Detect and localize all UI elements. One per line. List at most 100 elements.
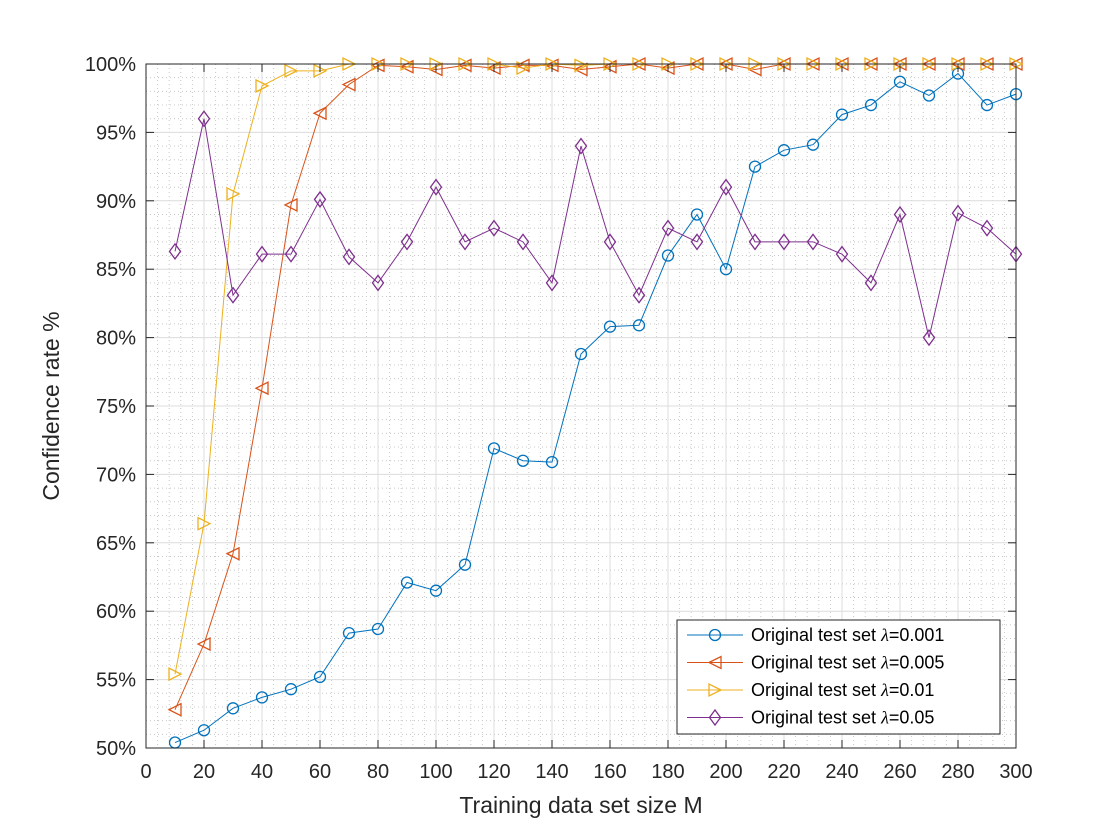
data-point [516,233,530,251]
data-point [284,63,299,78]
data-point [371,274,385,292]
data-point [690,208,704,221]
x-tick-label: 300 [999,761,1032,783]
data-point [168,242,182,261]
y-tick-label: 75% [96,396,136,418]
data-point [313,670,327,684]
y-axis-label: Confidence rate % [38,311,64,500]
y-tick-label: 50% [96,738,136,760]
data-point [487,442,501,455]
data-point [661,219,675,237]
data-point [603,233,617,251]
data-point [400,576,414,589]
data-point [197,110,211,128]
y-tick-label: 60% [96,601,136,623]
legend-label-prefix: Original test set [751,625,881,645]
x-tick-label: 40 [251,761,273,783]
data-point [226,702,240,715]
data-point [255,691,269,704]
legend-label-prefix: Original test set [751,653,881,673]
data-point [255,78,270,93]
data-point [342,248,356,266]
x-tick-label: 260 [883,761,916,783]
ticks [145,63,1017,749]
data-point [719,263,733,276]
data-point [835,245,849,263]
data-point [806,138,820,151]
data-point [458,558,472,571]
legend-label-suffix: =0.01 [889,680,935,700]
data-point [864,98,878,112]
x-tick-label: 200 [709,761,742,783]
x-tick-label: 80 [367,761,389,783]
data-point [458,233,472,251]
data-point [284,245,298,263]
data-point [573,62,588,77]
minor-grid [146,64,1016,748]
data-point [661,249,675,262]
data-point [487,219,501,237]
legend-entry: Original test set λ=0.005 [687,653,944,673]
y-tick-label: 85% [96,259,136,281]
data-point [603,320,617,333]
legend-entry: Original test set λ=0.05 [687,708,934,728]
data-point [893,205,907,224]
data-point [283,197,298,212]
series-4 [168,110,1023,347]
x-tick-label: 160 [593,761,626,783]
y-tick-label: 90% [96,191,136,213]
data-point [690,233,704,251]
data-point [197,516,212,531]
data-point [168,667,183,682]
data-point [574,347,588,361]
y-tick-labels: 50% 55% 60% 65% 70% 75% 80% 85% 90% 95% 100% [85,54,136,760]
legend-marker [708,708,722,727]
data-point [516,454,530,467]
data-point [574,58,589,73]
x-tick-label: 120 [477,761,510,783]
data-point [574,137,588,155]
data-point [632,319,646,332]
data-point [312,106,327,121]
x-tick-label: 20 [193,761,215,783]
data-point [545,455,559,469]
legend-label-suffix: =0.005 [889,653,945,673]
data-point [342,626,356,640]
data-point [341,77,356,92]
series-line [174,118,1017,338]
data-point [371,622,385,636]
data-point [313,190,327,209]
data-point [922,89,936,102]
y-tick-label: 55% [96,670,136,692]
legend-label-symbol: λ [880,653,889,673]
y-tick-label: 100% [85,54,136,76]
data-point [255,245,269,263]
data-point [777,144,791,157]
data-point [197,724,211,737]
legend-label: Original test set λ=0.01 [751,680,934,700]
data-point [545,274,559,292]
legend-label-suffix: =0.001 [889,625,945,645]
legend-marker [707,655,722,670]
y-tick-label: 70% [96,464,136,486]
legend-marker [708,628,722,642]
data-point [226,186,241,202]
x-axis-label: Training data set size M [459,792,702,818]
data-point [516,61,531,76]
data-point [457,58,472,73]
data-point [806,233,820,251]
x-tick-label: 220 [767,761,800,783]
x-tick-label: 60 [309,761,331,783]
data-point [429,584,443,597]
legend-marker [708,682,723,698]
data-point [951,204,965,222]
legend-label-symbol: λ [880,680,889,700]
data-point [980,98,994,112]
legend-label: Original test set λ=0.05 [751,708,934,728]
legend-label: Original test set λ=0.005 [751,653,944,673]
data-point [632,286,646,304]
data-point [226,286,240,304]
series-1 [168,67,1023,749]
legend-label: Original test set λ=0.001 [751,625,944,645]
